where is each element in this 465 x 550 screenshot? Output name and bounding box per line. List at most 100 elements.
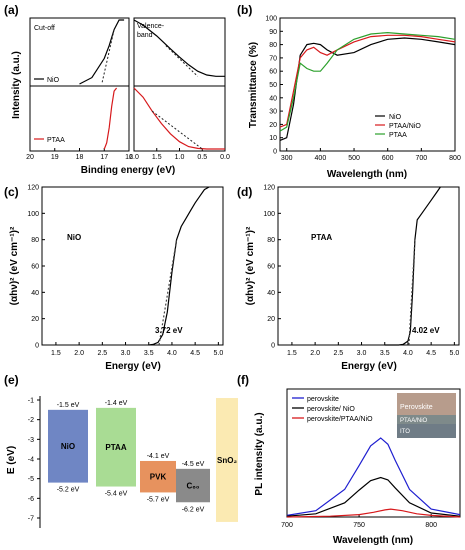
panel-c-xtick-3.5: 3.5 [144,350,154,357]
panel-b-xtick-600: 600 [382,155,394,162]
panel-a-left-plot [29,17,130,152]
panel-f-series-2 [286,508,461,518]
panel-b-series-2 [279,31,456,132]
panel-a-curves [79,19,225,150]
inset-ito-layer [397,424,456,438]
panel-a-left-tick-20: 20 [26,154,34,161]
panel-a-left-tick-17: 17 [100,154,108,161]
panel-b-xtick-300: 300 [281,155,293,162]
panel-b-ytick-40: 40 [269,95,277,102]
panel-d-tangent [408,239,416,346]
panel-d-xtick-5.0: 5.0 [449,350,459,357]
panel-c-xtick-4.5: 4.5 [190,350,200,357]
legend-b-ptaanio: PTAA/NiO [389,123,421,130]
panel-d-xtick-4.0: 4.0 [403,350,413,357]
panel-c-ytick-120: 120 [27,185,39,192]
panel-c-ticks: 1.5 2.0 2.5 3.0 3.5 4.0 4.5 5.0 0 20 40 60 80 100 120 [27,185,223,358]
panel-b-ticks: 300 400 500 600 700 800 0 10 20 30 40 50 60 70 80 90 100 [265,16,461,163]
panel-b-ytick-30: 30 [269,109,277,116]
panel-c-ytick-100: 100 [27,211,39,218]
energy-box-bottom-3: -6.2 eV [182,506,205,513]
panel-b-label: (b) [237,3,252,17]
panel-c-ytick-60: 60 [31,264,39,271]
panel-d-xtick-1.5: 1.5 [287,350,297,357]
panel-c-xtick-4.0: 4.0 [167,350,177,357]
panel-a-label: (a) [4,3,19,17]
legend-b-ptaa: PTAA [389,132,407,139]
panel-a-right-tick-1.5: 1.5 [152,154,162,161]
panel-a-nio-valence-curve [133,19,225,77]
panel-d-ytick-20: 20 [267,316,275,323]
legend-b-nio: NiO [389,114,402,121]
panel-e-ticks: -1 -2 -3 -4 -5 -6 -7 [28,398,40,523]
panel-d-xtick-4.5: 4.5 [426,350,436,357]
panel-a-ticks: 20 19 18 17 162.0 1.5 1.0 0.5 0.0 [26,148,230,161]
panel-c-gap: 3.72 eV [155,326,183,335]
panel-c-name: NiO [67,233,81,242]
energy-box-bottom-0: -5.2 eV [57,487,80,494]
panel-d-ytick-80: 80 [267,237,275,244]
panel-e-ylabel: E (eV) [6,446,17,474]
panel-b-ytick-20: 20 [269,122,277,129]
panel-c-xtick-5.0: 5.0 [213,350,223,357]
panel-f-xtick-800: 800 [425,522,437,529]
panel-b-xtick-800: 800 [449,155,461,162]
panel-b-ylabel: Transmittance (%) [248,42,259,128]
energy-box-bottom-1: -5.4 eV [105,491,128,498]
panel-a-left-tick-19: 19 [51,154,59,161]
panel-b-xtick-500: 500 [348,155,360,162]
panel-c-ytick-0: 0 [35,343,39,350]
panel-d-ytick-100: 100 [263,211,275,218]
energy-box-top-2: -4.1 eV [147,453,170,460]
panel-e-ytick--3: -3 [28,437,34,444]
panel-d-name: PTAA [311,233,332,242]
panel-e-ytick--5: -5 [28,476,34,483]
panel-b-series-1 [279,34,456,128]
energy-box-name-0: NiO [61,442,75,451]
panel-d-ylabel: (αhν)² (eV cm⁻¹)² [245,226,256,305]
panel-a-right-tick-0.5: 0.5 [197,154,207,161]
panel-a-ptaa-cutoff-curve [103,87,118,150]
panel-b-ytick-80: 80 [269,42,277,49]
panel-a-left-title: Cut-off [34,25,55,32]
panel-a-right-tick-1.0: 1.0 [175,154,185,161]
panel-e-ytick--2: -2 [28,417,34,424]
energy-box-top-1: -1.4 eV [105,400,128,407]
panel-a-right-tick-2.0: 2.0 [129,154,139,161]
panel-e-ytick--7: -7 [28,516,34,523]
panel-a-xlabel: Binding energy (eV) [81,165,175,176]
panel-a-ylabel: Intensity (a.u.) [11,51,22,119]
panel-b-xlabel: Wavelength (nm) [327,169,407,180]
energy-box-name-3: C₆₀ [186,482,199,491]
energy-box-top-0: -1.5 eV [57,402,80,409]
panel-f-curves [286,437,461,518]
energy-box-name-1: PTAA [105,443,126,452]
panel-d-xtick-3.5: 3.5 [380,350,390,357]
legend-f-pvkptaa: perovskite/PTAA/NiO [307,416,373,423]
panel-c-ylabel: (αhν)² (eV cm⁻¹)² [9,226,20,305]
panel-d-frame [277,186,460,346]
panel-f-series-1 [286,476,461,517]
panel-a-right-title-2: band [137,32,153,39]
panel-e-ytick--6: -6 [28,496,34,503]
inset-perovskite-label: Perovskite [400,404,433,411]
panel-d-ytick-60: 60 [267,264,275,271]
energy-box-1 [96,407,136,487]
panel-c-xtick-2.0: 2.0 [74,350,84,357]
panel-c-ytick-20: 20 [31,316,39,323]
panel-f-inset-image: Perovskite PTAA/NiO ITO [397,393,456,438]
inset-perovskite-layer [397,393,456,415]
inset-ptaa-layer [397,415,456,424]
panel-d-ytick-40: 40 [267,290,275,297]
panel-e-ytick--4: -4 [28,457,34,464]
panel-c-tangent [158,239,178,346]
panel-f-xtick-700: 700 [281,522,293,529]
panel-c-label: (c) [4,185,19,199]
panel-b-ytick-0: 0 [273,149,277,156]
panel-a-legend-nio: NiO [47,77,60,84]
panel-d-xlabel: Energy (eV) [341,361,397,372]
panel-b-ytick-10: 10 [269,135,277,142]
panel-c-xtick-3.0: 3.0 [121,350,131,357]
panel-b-legend: NiO PTAA/NiO PTAA [375,114,421,139]
panel-c-xlabel: Energy (eV) [105,361,161,372]
